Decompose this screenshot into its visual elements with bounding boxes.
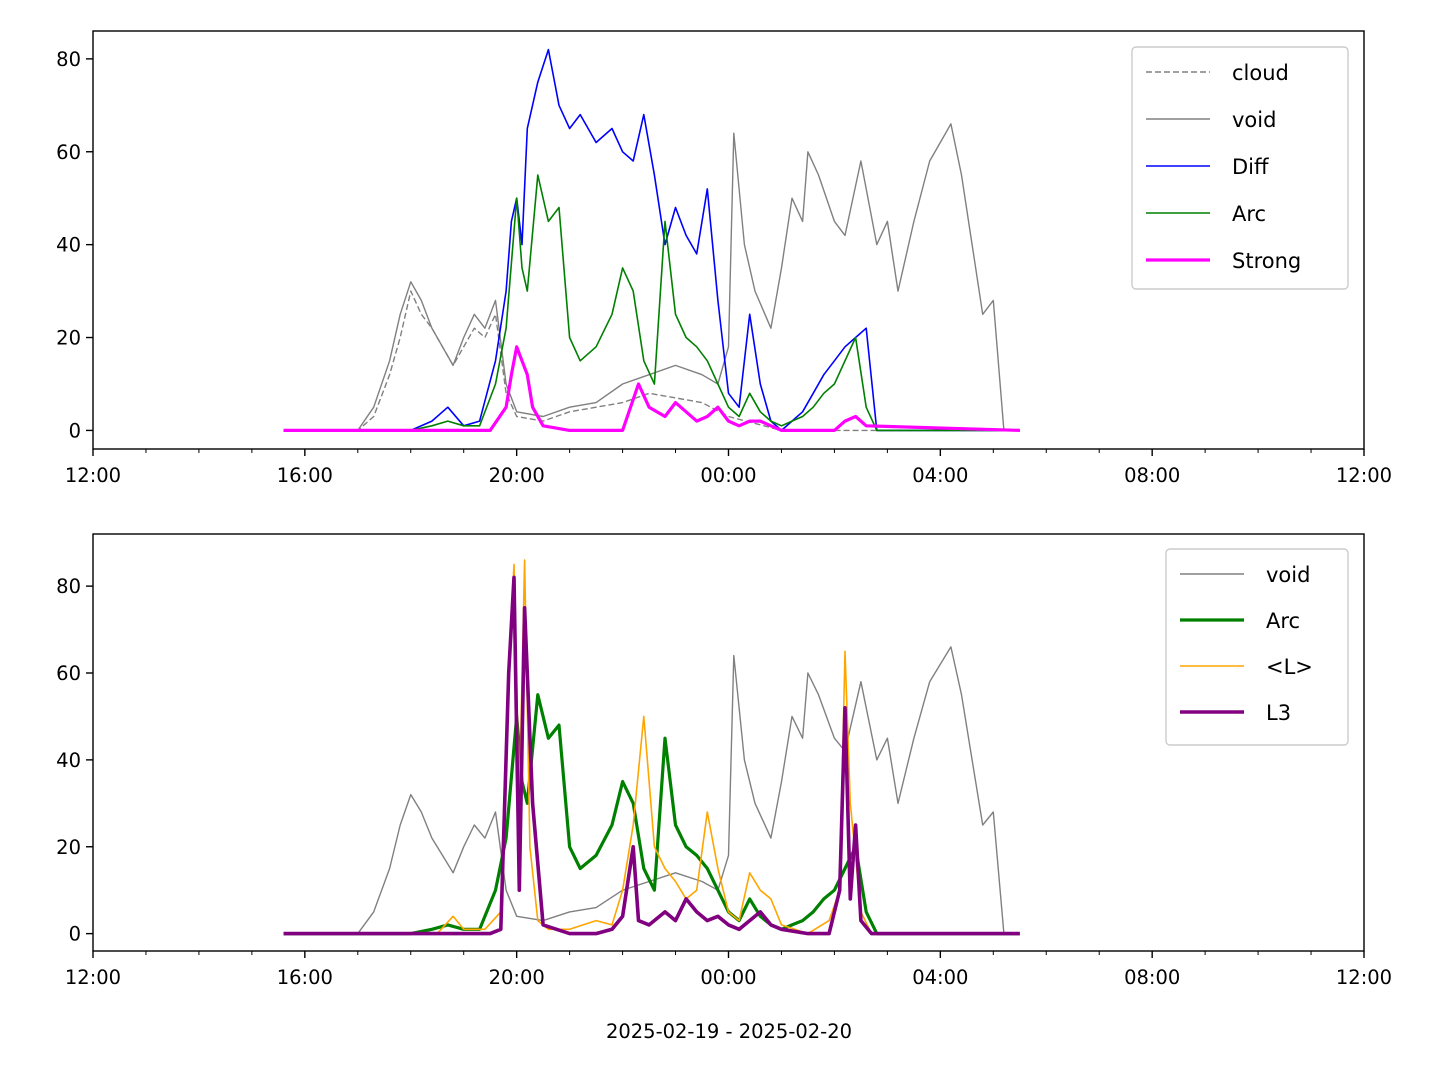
series-line-diff <box>283 48 1020 432</box>
y-tick-label: 80 <box>56 48 81 71</box>
legend: cloud void Diff Arc Strong <box>1131 46 1349 290</box>
legend-label-arc: Arc <box>1266 609 1300 633</box>
x-tick-label: 04:00 <box>912 464 968 487</box>
x-tick-label: 04:00 <box>912 966 968 989</box>
series-line-void <box>283 646 1005 935</box>
legend-box <box>1131 46 1349 290</box>
y-tick-label: 40 <box>56 234 81 257</box>
x-tick-label: 16:00 <box>277 966 333 989</box>
x-axis-label: 2025-02-19 - 2025-02-20 <box>606 1020 852 1043</box>
legend-label-cloud: cloud <box>1232 61 1289 85</box>
top-chart-panel: 0 20 40 60 80 12:00 16:00 20:00 00:00 04:00 08:00 1… <box>56 30 1392 487</box>
y-tick-label: 40 <box>56 749 81 772</box>
y-tick-label: 80 <box>56 575 81 598</box>
series-line-cloud <box>283 290 1020 432</box>
x-tick-label: 12:00 <box>65 966 121 989</box>
x-tick-label: 00:00 <box>700 464 756 487</box>
legend-label-strong: Strong <box>1232 249 1301 273</box>
y-tick-label: 60 <box>56 141 81 164</box>
plot-area <box>283 559 1020 936</box>
series-line-void <box>283 123 1005 432</box>
plot-area <box>283 48 1020 432</box>
legend-label-arc: Arc <box>1232 202 1266 226</box>
x-tick-label: 20:00 <box>489 464 545 487</box>
legend-box <box>1165 548 1349 746</box>
y-tick-label: 60 <box>56 662 81 685</box>
x-tick-label: 12:00 <box>65 464 121 487</box>
y-tick-label: 20 <box>56 836 81 859</box>
series-line-arc <box>283 693 1020 936</box>
x-tick-label: 12:00 <box>1336 464 1392 487</box>
x-tick-label: 16:00 <box>277 464 333 487</box>
y-tick-label: 0 <box>69 923 81 946</box>
y-tick-label: 20 <box>56 327 81 350</box>
legend-label-l3: L3 <box>1266 701 1291 725</box>
y-tick-label: 0 <box>69 419 81 442</box>
legend: void Arc <L> L3 <box>1165 548 1349 746</box>
legend-label-void: void <box>1232 108 1276 132</box>
x-tick-label: 12:00 <box>1336 966 1392 989</box>
legend-label-diff: Diff <box>1232 155 1269 179</box>
series-line-arc <box>283 174 1020 432</box>
series-line-l3 <box>283 575 1020 936</box>
bottom-chart-panel: 0 20 40 60 80 12:00 16:00 20:00 00:00 04:00 08:00 1… <box>56 533 1392 989</box>
series-line-strong <box>283 345 1020 432</box>
x-tick-label: 20:00 <box>489 966 545 989</box>
x-tick-label: 08:00 <box>1124 966 1180 989</box>
x-tick-label: 08:00 <box>1124 464 1180 487</box>
x-tick-label: 00:00 <box>700 966 756 989</box>
legend-label-l: <L> <box>1266 655 1313 679</box>
legend-label-void: void <box>1266 563 1310 587</box>
